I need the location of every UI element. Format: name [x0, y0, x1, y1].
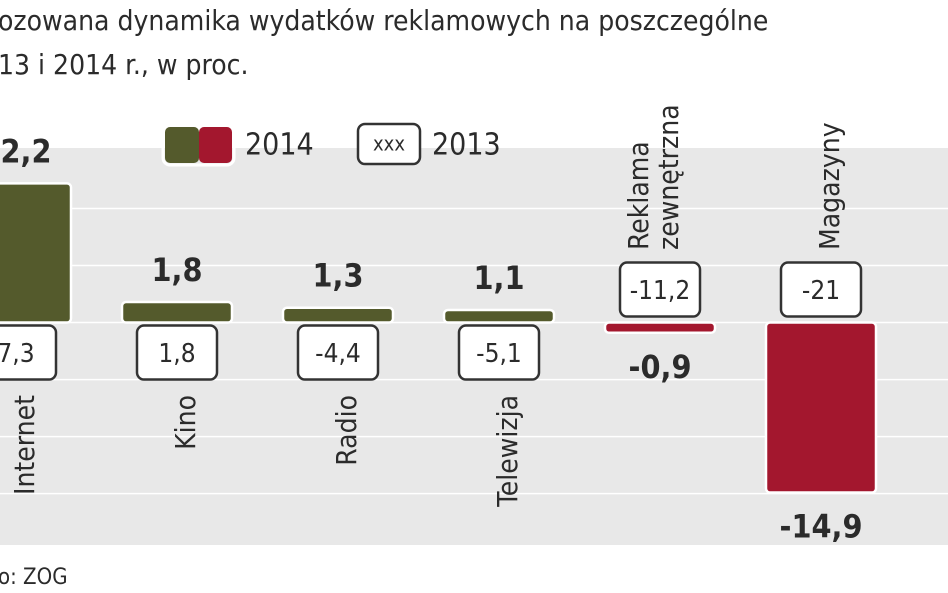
value-label: -0,9	[629, 348, 692, 386]
box-2013	[296, 324, 380, 381]
box-2013-label: 1,8	[158, 339, 195, 369]
value-label: 12,2	[0, 132, 52, 170]
box-2013	[135, 324, 219, 381]
legend-swatch	[199, 127, 232, 163]
category-label: Internet	[8, 395, 41, 495]
box-2013	[779, 261, 863, 318]
chart-subtitle: 13 i 2014 r., w proc.	[0, 48, 249, 81]
category-label: Radio	[330, 395, 363, 466]
value-label: 1,1	[474, 259, 525, 297]
category-label: Magazyny	[813, 122, 846, 250]
legend-swatch	[165, 127, 199, 163]
bar	[0, 182, 73, 324]
box-2013	[457, 324, 541, 381]
bar	[281, 306, 395, 324]
bar	[442, 308, 556, 324]
value-label: 1,3	[313, 257, 364, 295]
box-2013-label: -5,1	[476, 339, 522, 369]
legend-swatch-border	[161, 123, 236, 167]
chart-title: ozowana dynamika wydatków reklamowych na…	[0, 4, 768, 37]
box-2013	[0, 324, 58, 381]
legend-label: 2014	[245, 128, 314, 163]
legend-label: 2013	[432, 128, 501, 163]
value-label: -14,9	[780, 508, 863, 546]
box-2013-label: -4,4	[315, 339, 361, 369]
value-label: 1,8	[152, 251, 203, 289]
legend-box	[356, 122, 422, 166]
legend-symbol: xxx	[373, 132, 405, 156]
box-2013-label: -11,2	[630, 276, 691, 306]
category-label: Kino	[169, 395, 202, 450]
box-2013-label: -21	[802, 276, 840, 306]
source: o: ZOG	[0, 565, 68, 590]
bar	[603, 321, 717, 335]
category-label: Telewizja	[491, 395, 524, 508]
box-2013	[618, 261, 702, 318]
category-label: Reklamazewnętrzna	[622, 104, 685, 250]
bar	[120, 300, 234, 324]
legend: 2014 xxx 2013	[161, 122, 501, 167]
box-2013-label: 7,3	[0, 339, 35, 369]
bar	[764, 321, 878, 494]
